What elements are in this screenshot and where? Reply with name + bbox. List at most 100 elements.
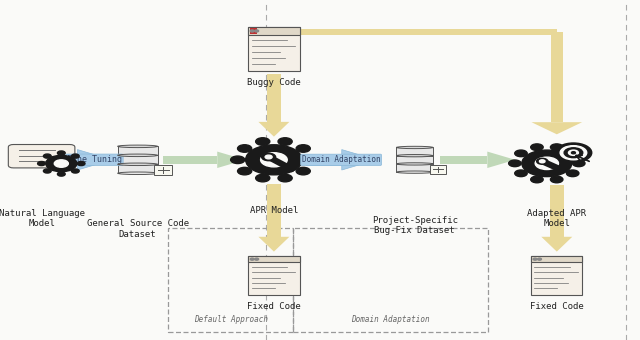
Ellipse shape — [118, 163, 157, 166]
Circle shape — [237, 145, 252, 152]
Text: Fine Tuning: Fine Tuning — [67, 155, 122, 164]
Circle shape — [255, 138, 270, 145]
FancyBboxPatch shape — [8, 144, 75, 168]
Circle shape — [303, 156, 317, 164]
Polygon shape — [267, 74, 281, 122]
FancyBboxPatch shape — [248, 256, 300, 295]
Ellipse shape — [396, 171, 433, 173]
Text: Domain Adaptation: Domain Adaptation — [351, 315, 430, 324]
Circle shape — [255, 258, 259, 260]
FancyBboxPatch shape — [248, 27, 300, 35]
Circle shape — [54, 160, 68, 167]
Circle shape — [531, 176, 543, 183]
Polygon shape — [541, 237, 572, 252]
Polygon shape — [300, 29, 557, 35]
Circle shape — [72, 169, 79, 173]
Circle shape — [38, 162, 45, 166]
Ellipse shape — [118, 172, 157, 174]
Text: Fixed Code: Fixed Code — [530, 302, 584, 311]
FancyBboxPatch shape — [396, 156, 433, 164]
Text: Buggy Code: Buggy Code — [247, 78, 301, 87]
Polygon shape — [306, 155, 342, 165]
Circle shape — [58, 151, 65, 155]
Circle shape — [72, 154, 79, 158]
Text: Fixed Code: Fixed Code — [247, 302, 301, 311]
Polygon shape — [77, 150, 112, 170]
Circle shape — [522, 150, 572, 176]
Text: Default Approach: Default Approach — [194, 315, 268, 324]
Ellipse shape — [396, 155, 433, 157]
Circle shape — [255, 30, 259, 32]
Circle shape — [566, 170, 579, 176]
Circle shape — [260, 153, 287, 167]
Polygon shape — [440, 156, 487, 164]
Circle shape — [265, 155, 272, 159]
Ellipse shape — [396, 146, 433, 149]
FancyBboxPatch shape — [430, 165, 446, 174]
Circle shape — [515, 150, 527, 157]
FancyBboxPatch shape — [118, 164, 157, 173]
Polygon shape — [342, 150, 376, 170]
Text: APR Model: APR Model — [250, 206, 298, 215]
FancyBboxPatch shape — [396, 148, 433, 156]
Circle shape — [58, 172, 65, 176]
Circle shape — [296, 145, 310, 152]
Text: Project-Specific
Bug-Fix Dataset: Project-Specific Bug-Fix Dataset — [372, 216, 458, 235]
Circle shape — [533, 258, 537, 260]
FancyBboxPatch shape — [154, 165, 172, 175]
Circle shape — [540, 160, 545, 163]
Text: General Source Code
Dataset: General Source Code Dataset — [86, 219, 189, 239]
Polygon shape — [487, 152, 515, 168]
Circle shape — [572, 152, 575, 154]
Polygon shape — [531, 122, 582, 134]
FancyBboxPatch shape — [250, 28, 257, 34]
Circle shape — [573, 160, 585, 167]
Circle shape — [538, 258, 541, 260]
Circle shape — [44, 169, 51, 173]
Circle shape — [246, 145, 302, 175]
Circle shape — [278, 138, 292, 145]
Circle shape — [255, 174, 270, 182]
Circle shape — [550, 176, 563, 183]
Circle shape — [44, 154, 51, 158]
Circle shape — [566, 150, 579, 157]
Circle shape — [550, 144, 563, 151]
Polygon shape — [259, 237, 289, 252]
Circle shape — [536, 158, 548, 164]
Circle shape — [568, 150, 579, 155]
Circle shape — [296, 167, 310, 175]
FancyBboxPatch shape — [118, 146, 157, 155]
Circle shape — [46, 155, 77, 172]
Text: Natural Language
Model: Natural Language Model — [0, 209, 84, 228]
Circle shape — [509, 160, 521, 167]
Polygon shape — [163, 156, 217, 164]
Circle shape — [262, 153, 276, 161]
Polygon shape — [551, 32, 563, 122]
Text: Adapted APR
Model: Adapted APR Model — [527, 209, 586, 228]
Polygon shape — [217, 152, 245, 168]
Circle shape — [250, 258, 254, 260]
FancyBboxPatch shape — [248, 27, 300, 71]
Circle shape — [237, 167, 252, 175]
Polygon shape — [267, 184, 281, 237]
Ellipse shape — [118, 145, 157, 148]
Circle shape — [560, 146, 587, 160]
Polygon shape — [259, 122, 289, 137]
Circle shape — [555, 143, 592, 163]
Text: Domain Adaptation: Domain Adaptation — [302, 155, 380, 164]
Ellipse shape — [396, 163, 433, 165]
Circle shape — [250, 30, 254, 32]
FancyBboxPatch shape — [118, 155, 157, 164]
FancyBboxPatch shape — [531, 256, 582, 295]
Circle shape — [230, 156, 244, 164]
Circle shape — [531, 144, 543, 151]
Circle shape — [535, 157, 559, 170]
Ellipse shape — [118, 154, 157, 156]
Polygon shape — [550, 185, 564, 237]
Circle shape — [77, 162, 85, 166]
FancyBboxPatch shape — [531, 256, 582, 262]
FancyBboxPatch shape — [248, 256, 300, 262]
Circle shape — [564, 148, 583, 158]
Circle shape — [515, 170, 527, 176]
Circle shape — [278, 174, 292, 182]
